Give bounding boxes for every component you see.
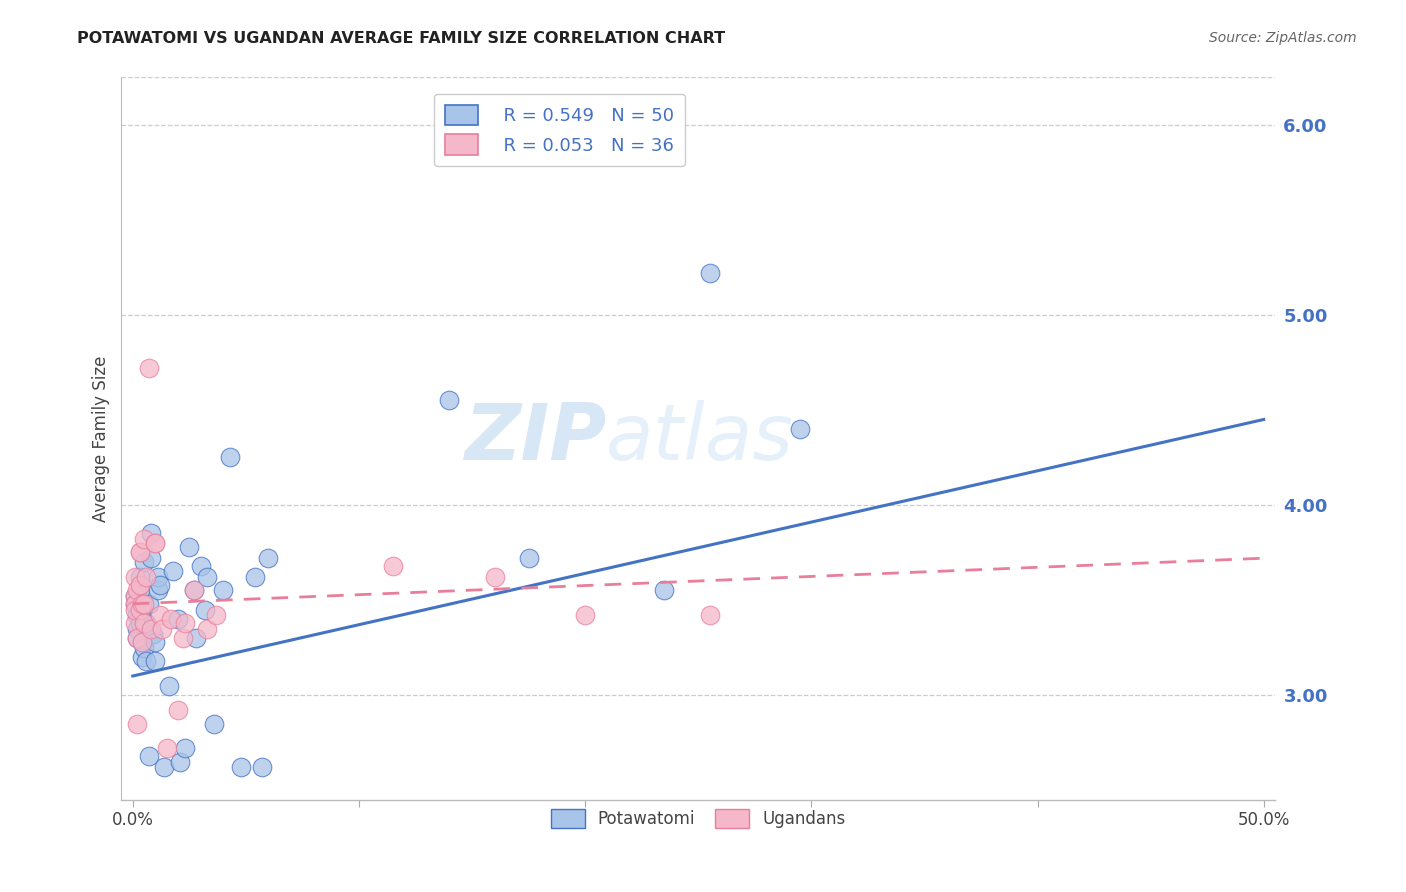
Point [132, 615, 155, 630]
Point [172, 631, 194, 645]
Point [145, 635, 167, 649]
Point [127, 631, 149, 645]
Point [250, 760, 273, 774]
Point [173, 615, 195, 630]
Point [131, 602, 153, 616]
Point [153, 760, 176, 774]
Point [127, 631, 149, 645]
Point [243, 570, 266, 584]
Point [139, 622, 162, 636]
Point [484, 570, 506, 584]
Point [652, 583, 675, 598]
Point [167, 703, 190, 717]
Point [146, 583, 169, 598]
Point [132, 640, 155, 655]
Point [132, 615, 155, 630]
Point [169, 755, 191, 769]
Point [131, 597, 153, 611]
Point [197, 570, 219, 584]
Point [132, 597, 155, 611]
Point [139, 551, 162, 566]
Point [156, 741, 179, 756]
Point [128, 615, 150, 630]
Point [128, 545, 150, 559]
Point [167, 612, 190, 626]
Point [145, 654, 167, 668]
Point [131, 635, 153, 649]
Point [439, 393, 461, 408]
Point [183, 583, 205, 598]
Text: atlas: atlas [606, 401, 794, 476]
Point [132, 555, 155, 569]
Point [138, 361, 160, 376]
Point [139, 526, 162, 541]
Point [124, 615, 146, 630]
Point [194, 602, 217, 616]
Point [124, 570, 146, 584]
Point [127, 608, 149, 623]
Text: POTAWATOMI VS UGANDAN AVERAGE FAMILY SIZE CORRELATION CHART: POTAWATOMI VS UGANDAN AVERAGE FAMILY SIZ… [77, 31, 725, 46]
Point [184, 631, 207, 645]
Point [132, 532, 155, 546]
Point [124, 597, 146, 611]
Point [124, 602, 146, 616]
Point [128, 583, 150, 598]
Point [517, 551, 540, 566]
Point [124, 589, 146, 603]
Point [135, 615, 157, 630]
Point [138, 748, 160, 763]
Point [212, 583, 235, 598]
Point [146, 570, 169, 584]
Point [124, 597, 146, 611]
Point [381, 558, 404, 573]
Point [145, 536, 167, 550]
Point [162, 565, 184, 579]
Point [179, 540, 201, 554]
Point [231, 760, 253, 774]
Point [124, 589, 146, 603]
Point [128, 578, 150, 592]
Point [219, 450, 242, 465]
Legend: Potawatomi, Ugandans: Potawatomi, Ugandans [544, 802, 852, 835]
Point [127, 622, 149, 636]
Point [149, 578, 172, 592]
Point [202, 716, 225, 731]
Point [128, 570, 150, 584]
Point [131, 635, 153, 649]
Point [574, 608, 596, 623]
Point [699, 608, 721, 623]
Point [257, 551, 280, 566]
Point [699, 266, 721, 280]
Point [127, 716, 149, 731]
Point [183, 583, 205, 598]
Point [205, 608, 228, 623]
Point [135, 570, 157, 584]
Point [135, 654, 157, 668]
Point [127, 583, 149, 598]
Point [149, 608, 172, 623]
Point [789, 422, 811, 436]
Point [173, 741, 195, 756]
Point [128, 545, 150, 559]
Point [150, 622, 173, 636]
Text: Source: ZipAtlas.com: Source: ZipAtlas.com [1209, 31, 1357, 45]
Point [190, 558, 212, 573]
Point [128, 602, 150, 616]
Point [138, 597, 160, 611]
Text: ZIP: ZIP [464, 401, 606, 476]
Point [142, 627, 165, 641]
Point [160, 612, 183, 626]
Point [197, 622, 219, 636]
Y-axis label: Average Family Size: Average Family Size [93, 355, 110, 522]
Point [157, 679, 180, 693]
Point [145, 536, 167, 550]
Point [131, 650, 153, 665]
